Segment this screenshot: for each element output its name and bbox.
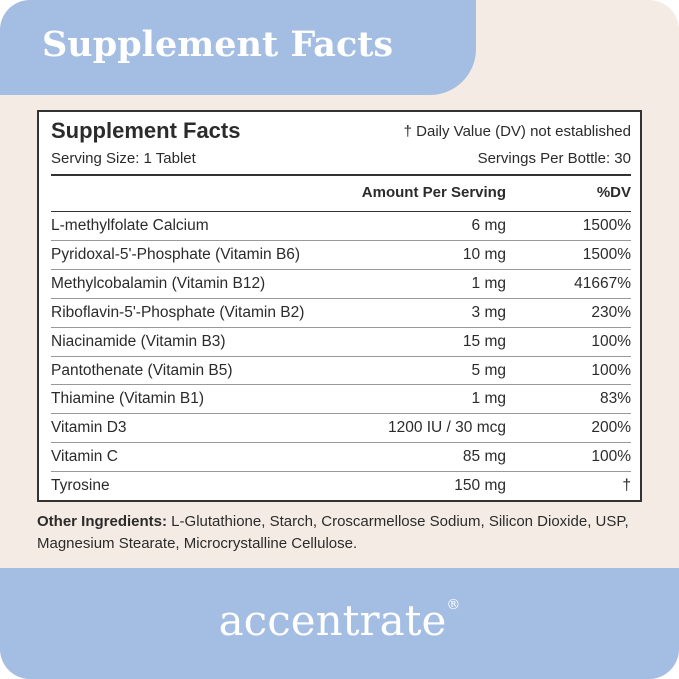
nutrient-dv: 1500% [582,217,631,234]
nutrient-name: Tyrosine [51,477,110,495]
facts-row: Methylcobalamin (Vitamin B12) 1 mg 41667% [51,268,631,299]
serving-size: Serving Size: 1 Tablet [51,150,196,167]
nutrient-dv: 100% [591,361,631,379]
nutrient-dv: 100% [591,448,631,466]
facts-row: Niacinamide (Vitamin B3) 15 mg 100% [51,326,631,357]
facts-row: Tyrosine 150 mg † [51,471,631,501]
nutrient-amount: 3 mg [471,303,506,321]
nutrient-dv: 83% [599,390,631,408]
brand: accentrate® [0,596,679,645]
nutrient-amount: 5 mg [471,361,506,379]
nutrient-amount: 85 mg [462,448,506,466]
nutrient-dv: 230% [591,303,631,321]
facts-row: Vitamin C 85 mg 100% [51,442,631,472]
nutrient-name: Niacinamide (Vitamin B3) [51,332,226,350]
brand-name: accentrate [218,596,447,645]
header-tab: Supplement Facts [0,0,476,95]
nutrient-dv: 100% [591,332,631,350]
brand-band: accentrate® [0,568,679,679]
nutrient-dv: 41667% [574,274,631,292]
nutrient-amount: 1200 IU / 30 mcg [387,419,506,437]
column-header: Amount Per Serving [361,184,506,201]
nutrient-amount: 150 mg [454,477,506,495]
nutrient-amount: 1 mg [471,390,506,408]
nutrient-name: Methylcobalamin (Vitamin B12) [51,274,266,292]
facts-row: Pantothenate (Vitamin B5) 5 mg 100% [51,355,631,386]
nutrient-name: Riboflavin-5'-Phosphate (Vitamin B2) [51,303,305,321]
header-title: Supplement Facts [42,24,394,65]
facts-row: Riboflavin-5'-Phosphate (Vitamin B2) 3 mg… [51,297,631,328]
facts-row: Vitamin D3 1200 IU / 30 mcg 200% [51,413,631,443]
facts-row: Thiamine (Vitamin B1) 1 mg 83% [51,384,631,414]
dv-note: † Daily Value (DV) not established [403,123,631,140]
nutrient-name: Pantothenate (Vitamin B5) [51,361,233,379]
nutrient-amount: 1 mg [471,274,506,292]
nutrient-dv: 1500% [582,245,631,263]
divider [51,174,631,176]
nutrient-name: Vitamin C [51,448,118,466]
nutrient-dv: † [622,477,631,495]
facts-row: L-methylfolate Calcium 6 mg 1500% [51,211,631,241]
servings-per-bottle: Servings Per Bottle: 30 [477,150,631,167]
nutrient-amount: 10 mg [462,245,506,263]
nutrient-name: Thiamine (Vitamin B1) [51,390,205,408]
nutrient-name: L-methylfolate Calcium [51,217,209,234]
column-header: %DV [596,184,631,201]
nutrient-name: Vitamin D3 [51,419,127,437]
facts-panel: Supplement Facts Serving Size: 1 Tablet … [37,110,642,502]
ingredients-label: Other Ingredients: [37,513,168,530]
facts-row: Pyridoxal-5'-Phosphate (Vitamin B6) 10 mg… [51,239,631,270]
nutrient-amount: 6 mg [471,217,506,234]
other-ingredients: Other Ingredients: L-Glutathione, Starch… [37,511,649,555]
nutrient-name: Pyridoxal-5'-Phosphate (Vitamin B6) [51,245,301,263]
nutrient-dv: 200% [591,419,631,437]
ingredients-text: L-Glutathione, Starch, Croscarmellose So… [37,513,629,552]
brand-mark: ® [446,597,461,613]
panel-title: Supplement Facts [51,118,241,143]
nutrient-amount: 15 mg [462,332,506,350]
